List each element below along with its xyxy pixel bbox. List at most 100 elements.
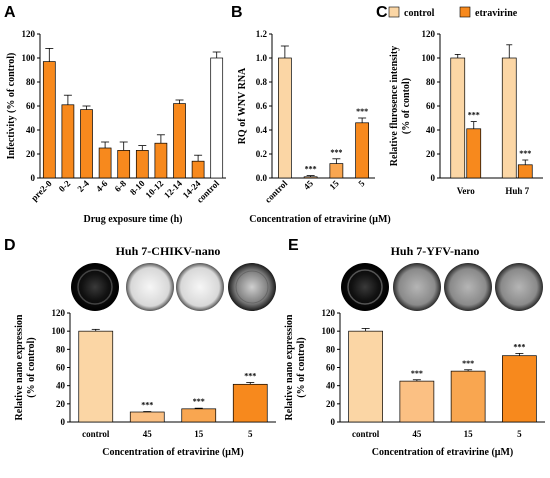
bar-a-5 — [135, 150, 149, 179]
x-tick-label-a: 12-14 — [162, 178, 184, 200]
y-tick-label-a: 0 — [31, 173, 36, 183]
panel-letter-d: D — [4, 237, 16, 254]
y-tick-label-b: 0.6 — [256, 101, 268, 111]
y-tick-label-c: 40 — [426, 125, 436, 135]
legend-label-etravirine: etravirine — [475, 8, 518, 19]
bar-e-1 — [399, 380, 435, 423]
x-tick-label-a: 0-2 — [57, 178, 73, 194]
y-tick-label-e: 0 — [331, 417, 336, 427]
y-tick-label-b: 0.8 — [256, 77, 268, 87]
y-axis-title-e: Relative nano expression — [284, 314, 295, 420]
bar-a-0 — [42, 61, 56, 179]
x-tick-label-d: 15 — [194, 429, 204, 439]
x-axis-title-e: Concentration of etravirine (μM) — [372, 447, 513, 458]
y-tick-label-a: 100 — [22, 53, 36, 63]
bar-a-7 — [173, 103, 186, 179]
bar-e-2 — [450, 370, 486, 423]
x-tick-label-b: 45 — [302, 178, 316, 192]
bar-a-8 — [191, 160, 205, 179]
well-images-d — [68, 262, 278, 312]
x-tick-label-a: 2-4 — [75, 178, 91, 194]
x-tick-label-d: 45 — [143, 429, 153, 439]
x-axis-title-d: Concentration of etravirine (μM) — [102, 447, 243, 458]
significance-label-d: *** — [244, 371, 256, 380]
y-tick-label-a: 60 — [26, 101, 36, 111]
x-tick-label-b: 15 — [327, 178, 341, 192]
bar-c-0-0 — [450, 57, 466, 179]
y-tick-label-b: 0.2 — [256, 149, 268, 159]
bar-a-1 — [61, 104, 75, 179]
y-tick-label-d: 60 — [56, 363, 66, 373]
well-image-45-d — [126, 263, 174, 311]
well-images-e — [340, 262, 545, 312]
legend-label-control: control — [404, 8, 435, 19]
y-tick-label-e: 80 — [326, 344, 336, 354]
bar-e-3 — [502, 355, 537, 423]
y-tick-label-d: 40 — [56, 381, 66, 391]
y-tick-label-e: 60 — [326, 363, 336, 373]
y-tick-label-e: 40 — [326, 381, 336, 391]
y-tick-label-c: 100 — [422, 53, 436, 63]
significance-label-e: *** — [411, 369, 423, 378]
y-tick-label-b: 0.0 — [256, 173, 268, 183]
y-tick-label-e: 100 — [322, 326, 336, 336]
bar-d-1 — [129, 411, 165, 423]
well-image-15-e — [444, 263, 492, 311]
y-axis-title-c: Relative flurosence intensity — [389, 46, 400, 166]
x-tick-label-d: 5 — [248, 429, 253, 439]
x-axis-title-a: Drug exposure time (h) — [84, 214, 183, 225]
well-image-15-d — [176, 263, 224, 311]
x-axis-title-b: Concentration of etravirine (μM) — [249, 214, 390, 225]
y-axis-title-d: (% of control) — [26, 337, 37, 397]
x-tick-label-e: 5 — [517, 429, 522, 439]
significance-label-d: *** — [193, 397, 205, 406]
y-tick-label-a: 120 — [22, 29, 36, 39]
y-axis-title-d: Relative nano expression — [14, 314, 25, 420]
y-tick-label-c: 60 — [426, 101, 436, 111]
panel-letter-b: B — [231, 4, 243, 21]
significance-label-b: *** — [356, 107, 368, 116]
y-axis-title-a: Infectivity (% of control) — [6, 53, 17, 160]
bar-d-0 — [78, 330, 114, 423]
y-tick-label-c: 0 — [431, 173, 436, 183]
y-tick-label-d: 0 — [61, 417, 66, 427]
x-tick-label-c: Huh 7 — [505, 186, 529, 196]
bar-c-0-1 — [501, 57, 517, 179]
bar-b-2 — [329, 163, 344, 179]
bar-a-4 — [117, 150, 131, 179]
panel-letter-c: C — [376, 4, 388, 21]
y-tick-label-b: 1.2 — [256, 29, 268, 39]
y-tick-label-e: 120 — [322, 308, 336, 318]
panel-letter-a: A — [4, 4, 16, 21]
bar-e-0 — [348, 330, 383, 423]
y-tick-label-a: 20 — [26, 149, 36, 159]
panel-letter-e: E — [288, 237, 299, 254]
y-tick-label-d: 80 — [56, 344, 66, 354]
x-tick-label-e: 45 — [412, 429, 422, 439]
bar-b-3 — [355, 122, 369, 179]
y-axis-title-e: (% of control) — [296, 337, 307, 397]
bar-a-6 — [154, 142, 168, 179]
bar-a-2 — [80, 109, 93, 179]
x-tick-label-c: Vero — [457, 186, 476, 196]
y-tick-label-d: 20 — [56, 399, 66, 409]
chart-title-e: Huh 7-YFV-nano — [391, 244, 480, 258]
y-axis-title-c: (% of contol) — [401, 78, 412, 134]
y-tick-label-d: 120 — [52, 308, 66, 318]
significance-label-e: *** — [462, 359, 474, 368]
chart-title-d: Huh 7-CHIKV-nano — [116, 244, 221, 258]
significance-label-c: *** — [519, 149, 531, 158]
y-tick-label-c: 80 — [426, 77, 436, 87]
y-tick-label-a: 40 — [26, 125, 36, 135]
y-tick-label-d: 100 — [52, 326, 66, 336]
x-tick-label-d: control — [82, 429, 110, 439]
bar-c-1-1 — [517, 164, 533, 179]
x-tick-label-e: 15 — [464, 429, 474, 439]
x-tick-label-b: 5 — [356, 178, 367, 189]
y-tick-label-b: 0.4 — [256, 125, 268, 135]
x-tick-label-a: 4-6 — [94, 178, 110, 194]
well-image-5-e — [495, 263, 543, 311]
bar-c-1-0 — [466, 128, 482, 179]
x-tick-label-e: control — [352, 429, 380, 439]
y-tick-label-a: 80 — [26, 77, 36, 87]
